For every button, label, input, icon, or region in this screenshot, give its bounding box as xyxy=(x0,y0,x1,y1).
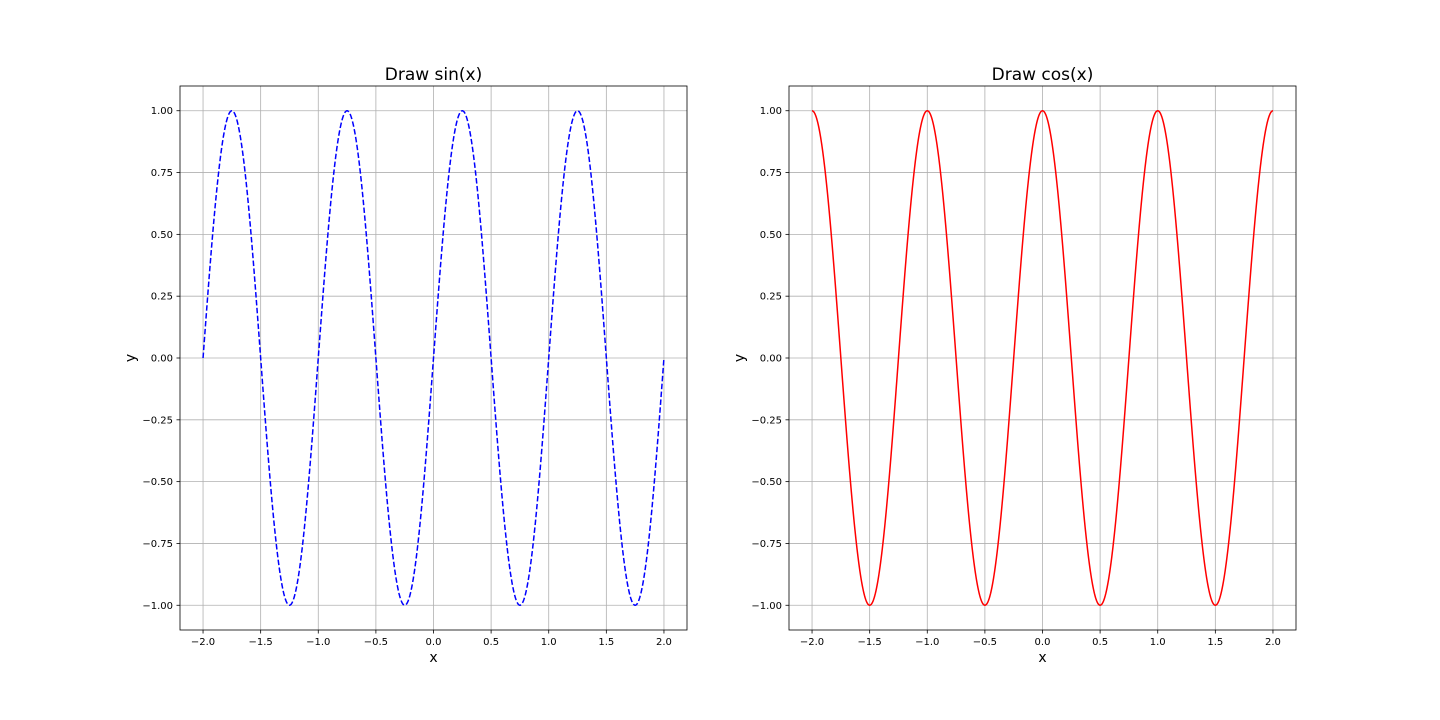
cos-chart: −2.0 −1.5 −1.0 −0.5 0.0 0.5 1.0 1.5 2.0 1.00 0.75 0… xyxy=(732,65,1297,666)
sin-chart-series xyxy=(202,109,665,607)
sin-chart-ytick-label: −0.25 xyxy=(142,415,173,426)
sin-chart-xtick-label: 2.0 xyxy=(656,637,672,648)
sin-chart-xtick-label: 1.5 xyxy=(598,637,614,648)
cos-chart-xtick-label: −1.5 xyxy=(858,637,882,648)
sin-chart-ytick-label: 0.75 xyxy=(151,168,173,179)
cos-chart-series-line xyxy=(811,109,1274,607)
cos-chart-xtick-label: 1.5 xyxy=(1207,637,1223,648)
cos-chart-ytick-label: 0.75 xyxy=(760,168,782,179)
cos-chart-series xyxy=(811,109,1274,607)
cos-chart-title: Draw cos(x) xyxy=(992,65,1094,85)
cos-chart-ytick-label: −0.75 xyxy=(751,539,782,550)
cos-chart-ticks: −2.0 −1.5 −1.0 −0.5 0.0 0.5 1.0 1.5 2.0 1.00 0.75 0… xyxy=(751,106,1281,648)
cos-chart-xtick-label: 0.0 xyxy=(1035,637,1051,648)
cos-chart-xtick-label: −1.0 xyxy=(915,637,939,648)
cos-chart-ytick-label: 0.00 xyxy=(760,354,782,365)
cos-chart-xtick-label: −0.5 xyxy=(973,637,997,648)
sin-chart-xtick-label: −0.5 xyxy=(364,637,388,648)
sin-chart-title: Draw sin(x) xyxy=(385,65,482,85)
sin-chart-ylabel: y xyxy=(123,354,139,362)
sin-chart-xtick-label: 0.5 xyxy=(483,637,499,648)
cos-chart-ytick-label: 0.50 xyxy=(760,230,782,241)
sin-chart-xtick-label: −1.0 xyxy=(306,637,330,648)
sin-chart-ytick-label: −0.75 xyxy=(142,539,173,550)
sin-chart-xtick-label: 0.0 xyxy=(426,637,442,648)
cos-chart-xlabel: x xyxy=(1038,650,1046,666)
cos-chart-xtick-label: 0.5 xyxy=(1092,637,1108,648)
sin-chart-xtick-label: −1.5 xyxy=(249,637,273,648)
cos-chart-ytick-label: 0.25 xyxy=(760,292,782,303)
sin-chart-ytick-label: 0.00 xyxy=(151,354,173,365)
cos-chart-xtick-label: 1.0 xyxy=(1150,637,1166,648)
sin-chart-xtick-label: 1.0 xyxy=(541,637,557,648)
sin-chart-ytick-label: 0.50 xyxy=(151,230,173,241)
sin-chart-ytick-label: 0.25 xyxy=(151,292,173,303)
cos-chart-xtick-label: 2.0 xyxy=(1265,637,1281,648)
sin-chart-ticks: −2.0 −1.5 −1.0 −0.5 0.0 0.5 1.0 1.5 2.0 1.00 0.75 0… xyxy=(142,106,672,648)
cos-chart-ylabel: y xyxy=(732,354,748,362)
sin-chart-ytick-label: −0.50 xyxy=(142,477,173,488)
sin-chart: −2.0 −1.5 −1.0 −0.5 0.0 0.5 1.0 1.5 2.0 1.00 0.75 0… xyxy=(123,65,688,666)
sin-chart-xtick-label: −2.0 xyxy=(191,637,215,648)
sin-chart-ytick-label: 1.00 xyxy=(151,106,173,117)
cos-chart-ytick-label: −0.25 xyxy=(751,415,782,426)
cos-chart-xtick-label: −2.0 xyxy=(800,637,824,648)
cos-chart-ytick-label: −0.50 xyxy=(751,477,782,488)
cos-chart-ytick-label: −1.00 xyxy=(751,601,782,612)
sin-chart-ytick-label: −1.00 xyxy=(142,601,173,612)
cos-chart-ytick-label: 1.00 xyxy=(760,106,782,117)
sin-chart-series-line xyxy=(202,109,665,607)
sin-chart-xlabel: x xyxy=(429,650,437,666)
